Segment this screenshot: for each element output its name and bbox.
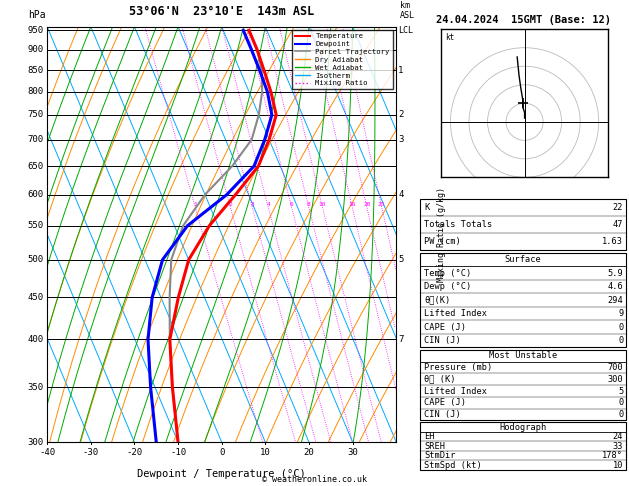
Text: 6: 6 bbox=[289, 202, 293, 207]
Text: 1.63: 1.63 bbox=[603, 237, 623, 246]
Text: θᴄ(K): θᴄ(K) bbox=[424, 295, 450, 305]
Text: 4: 4 bbox=[398, 190, 403, 199]
Text: -10: -10 bbox=[170, 449, 186, 457]
Text: Surface: Surface bbox=[504, 255, 542, 264]
Text: 5: 5 bbox=[618, 386, 623, 396]
Text: -30: -30 bbox=[83, 449, 99, 457]
Text: 850: 850 bbox=[28, 66, 43, 75]
Text: 0: 0 bbox=[618, 398, 623, 407]
Text: CAPE (J): CAPE (J) bbox=[424, 398, 466, 407]
Text: 1: 1 bbox=[398, 66, 403, 75]
Text: Dewpoint / Temperature (°C): Dewpoint / Temperature (°C) bbox=[137, 469, 306, 479]
Text: 350: 350 bbox=[28, 382, 43, 392]
Text: PW (cm): PW (cm) bbox=[424, 237, 460, 246]
Text: 20: 20 bbox=[363, 202, 370, 207]
Text: 0: 0 bbox=[618, 336, 623, 345]
Text: 750: 750 bbox=[28, 110, 43, 120]
Text: Most Unstable: Most Unstable bbox=[489, 351, 557, 360]
Text: 450: 450 bbox=[28, 293, 43, 302]
Text: 300: 300 bbox=[608, 375, 623, 384]
Text: Lifted Index: Lifted Index bbox=[424, 309, 487, 318]
Text: 4.6: 4.6 bbox=[608, 282, 623, 291]
Text: 0: 0 bbox=[618, 410, 623, 419]
Text: Mixing Ratio (g/kg): Mixing Ratio (g/kg) bbox=[437, 187, 446, 282]
Text: © weatheronline.co.uk: © weatheronline.co.uk bbox=[262, 474, 367, 484]
Text: 600: 600 bbox=[28, 190, 43, 199]
Text: 500: 500 bbox=[28, 255, 43, 264]
Text: 7: 7 bbox=[398, 335, 403, 344]
Text: 10: 10 bbox=[613, 461, 623, 469]
Text: 800: 800 bbox=[28, 87, 43, 96]
Text: 16: 16 bbox=[348, 202, 356, 207]
Text: 24: 24 bbox=[613, 432, 623, 441]
Text: 53°06'N  23°10'E  143m ASL: 53°06'N 23°10'E 143m ASL bbox=[129, 5, 314, 18]
Text: EH: EH bbox=[424, 432, 435, 441]
Text: SREH: SREH bbox=[424, 442, 445, 451]
Text: 10: 10 bbox=[260, 449, 270, 457]
Text: Temp (°C): Temp (°C) bbox=[424, 269, 471, 278]
Text: 178°: 178° bbox=[603, 451, 623, 460]
Text: 0: 0 bbox=[219, 449, 225, 457]
Text: 5: 5 bbox=[398, 255, 403, 264]
Text: hPa: hPa bbox=[28, 11, 45, 20]
Text: 1: 1 bbox=[193, 202, 197, 207]
Text: 700: 700 bbox=[608, 363, 623, 372]
Text: 33: 33 bbox=[613, 442, 623, 451]
Text: 4: 4 bbox=[266, 202, 270, 207]
Text: 20: 20 bbox=[304, 449, 314, 457]
Text: Lifted Index: Lifted Index bbox=[424, 386, 487, 396]
Text: θᴄ (K): θᴄ (K) bbox=[424, 375, 455, 384]
Legend: Temperature, Dewpoint, Parcel Trajectory, Dry Adiabat, Wet Adiabat, Isotherm, Mi: Temperature, Dewpoint, Parcel Trajectory… bbox=[292, 30, 392, 89]
Text: -20: -20 bbox=[126, 449, 143, 457]
Text: 22: 22 bbox=[613, 203, 623, 212]
Text: CAPE (J): CAPE (J) bbox=[424, 323, 466, 331]
Text: kt: kt bbox=[445, 33, 454, 42]
Text: km
ASL: km ASL bbox=[400, 1, 415, 20]
Text: 2: 2 bbox=[228, 202, 232, 207]
Text: 400: 400 bbox=[28, 335, 43, 344]
Text: 2: 2 bbox=[398, 110, 403, 120]
Text: 25: 25 bbox=[378, 202, 386, 207]
Text: StmSpd (kt): StmSpd (kt) bbox=[424, 461, 482, 469]
Text: 900: 900 bbox=[28, 45, 43, 54]
Text: 10: 10 bbox=[319, 202, 326, 207]
Text: 3: 3 bbox=[250, 202, 254, 207]
Text: Totals Totals: Totals Totals bbox=[424, 220, 493, 229]
Text: -40: -40 bbox=[39, 449, 55, 457]
Text: 30: 30 bbox=[347, 449, 358, 457]
Text: LCL: LCL bbox=[398, 26, 413, 35]
Text: 24.04.2024  15GMT (Base: 12): 24.04.2024 15GMT (Base: 12) bbox=[435, 15, 611, 25]
Text: K: K bbox=[424, 203, 429, 212]
Text: 47: 47 bbox=[613, 220, 623, 229]
Text: 3: 3 bbox=[398, 135, 403, 144]
Text: 0: 0 bbox=[618, 323, 623, 331]
Text: 8: 8 bbox=[307, 202, 311, 207]
Text: CIN (J): CIN (J) bbox=[424, 336, 460, 345]
Text: 950: 950 bbox=[28, 26, 43, 35]
Text: CIN (J): CIN (J) bbox=[424, 410, 460, 419]
Text: 650: 650 bbox=[28, 161, 43, 171]
Text: 9: 9 bbox=[618, 309, 623, 318]
Text: Pressure (mb): Pressure (mb) bbox=[424, 363, 493, 372]
Text: 300: 300 bbox=[28, 438, 43, 447]
Text: 550: 550 bbox=[28, 221, 43, 230]
Text: 700: 700 bbox=[28, 135, 43, 144]
Text: 5.9: 5.9 bbox=[608, 269, 623, 278]
Text: 294: 294 bbox=[608, 295, 623, 305]
Text: StmDir: StmDir bbox=[424, 451, 455, 460]
Text: Dewp (°C): Dewp (°C) bbox=[424, 282, 471, 291]
Text: Hodograph: Hodograph bbox=[499, 423, 547, 432]
